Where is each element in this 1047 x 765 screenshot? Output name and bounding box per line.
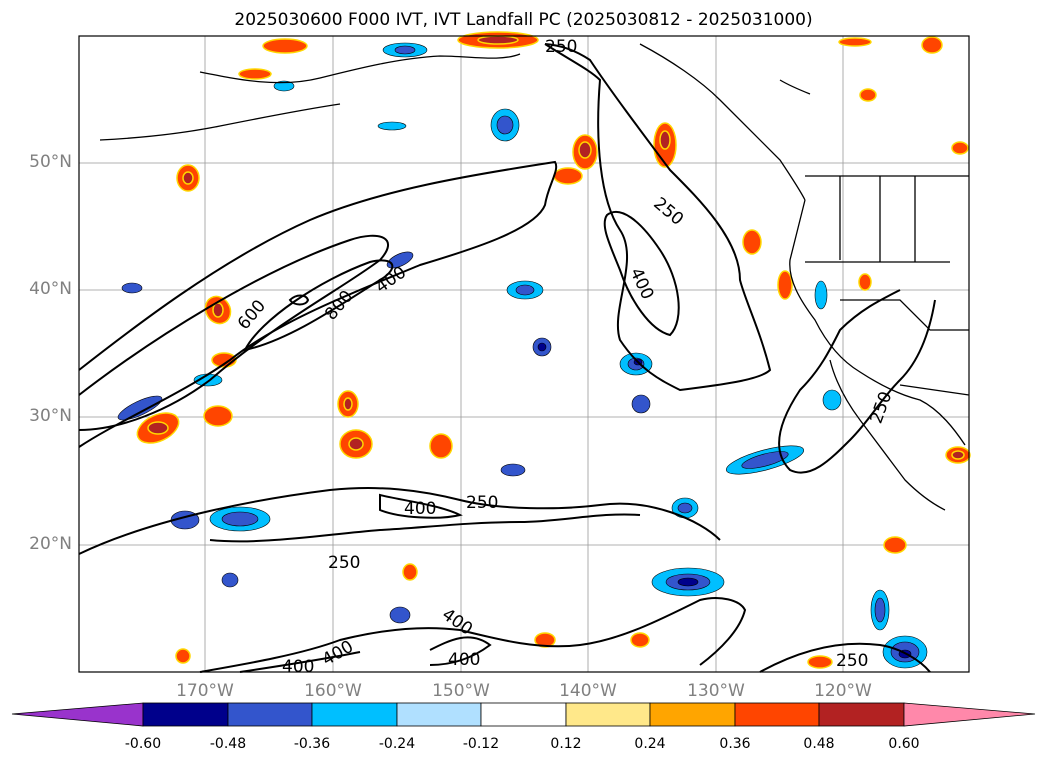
map-title: 2025030600 F000 IVT, IVT Landfall PC (20… xyxy=(234,10,813,30)
colorbar-tick-label: -0.60 xyxy=(124,736,162,752)
negative-blob xyxy=(209,506,271,532)
lon-label: 130°W xyxy=(687,681,745,701)
map-frame xyxy=(78,35,970,673)
positive-blob xyxy=(337,390,359,418)
colorbar-segment xyxy=(565,702,651,727)
colorbar xyxy=(11,702,1036,727)
positive-blob xyxy=(838,37,872,47)
positive-blob xyxy=(339,429,373,459)
negative-blob xyxy=(121,282,143,294)
ivt-contours xyxy=(78,43,936,673)
lat-label: 30°N xyxy=(29,406,72,426)
positive-blob xyxy=(457,31,539,49)
contour-label: 250 xyxy=(836,651,868,671)
negative-blob xyxy=(671,497,699,519)
positive-blob xyxy=(176,164,200,192)
negative-blob xyxy=(382,42,428,58)
colorbar-tick-label: 0.24 xyxy=(634,736,666,752)
colorbar-tick-label: 0.60 xyxy=(888,736,920,752)
positive-blob xyxy=(630,632,650,648)
positive-blob xyxy=(921,36,943,54)
lon-label: 170°W xyxy=(176,681,234,701)
negative-blob xyxy=(506,280,544,300)
lat-label: 40°N xyxy=(29,279,72,299)
colorbar-segment xyxy=(142,702,229,727)
positive-blob xyxy=(534,632,556,648)
positive-blob xyxy=(883,536,907,554)
colorbar-segment xyxy=(311,702,398,727)
negative-blob xyxy=(273,80,295,92)
colorbar-segment xyxy=(649,702,736,727)
positive-blob xyxy=(653,122,677,168)
negative-blob xyxy=(870,589,890,631)
negative-blob xyxy=(389,606,411,624)
colorbar-segment xyxy=(734,702,820,727)
positive-blob xyxy=(136,412,180,444)
negative-blob xyxy=(117,395,163,421)
positive-blob xyxy=(175,648,191,664)
negative-blob xyxy=(631,394,651,414)
positive-blob xyxy=(945,446,971,464)
positive-blob xyxy=(204,295,232,325)
negative-blob xyxy=(651,567,725,597)
colorbar-tick-label: 0.48 xyxy=(803,736,835,752)
negative-blob xyxy=(377,121,407,131)
lon-label: 140°W xyxy=(559,681,617,701)
positive-blob xyxy=(777,270,793,300)
colorbar-tick-label: -0.24 xyxy=(378,736,416,752)
positive-blob xyxy=(858,273,872,291)
negative-blob xyxy=(500,463,526,477)
map-background xyxy=(79,36,969,672)
positive-blob xyxy=(262,38,308,54)
lat-label: 50°N xyxy=(29,152,72,172)
colorbar-segment xyxy=(227,702,313,727)
colorbar-tick-label: -0.12 xyxy=(462,736,500,752)
colorbar-extend-low xyxy=(11,702,144,727)
positive-blob xyxy=(572,134,598,170)
negative-blob xyxy=(532,337,552,357)
colorbar-tick-label: 0.12 xyxy=(550,736,582,752)
colorbar-tick-label: -0.36 xyxy=(293,736,331,752)
negative-blob xyxy=(221,572,239,588)
positive-blob xyxy=(742,229,762,255)
colorbar-tick-label: 0.36 xyxy=(719,736,751,752)
colorbar-segment xyxy=(818,702,905,727)
positive-blob xyxy=(951,141,969,155)
contour-label: 250 xyxy=(545,37,577,57)
colorbar-segment xyxy=(396,702,482,727)
colorbar-segment xyxy=(480,702,567,727)
negative-blob xyxy=(386,251,414,269)
contour-label: 250 xyxy=(466,493,498,513)
colorbar-tick-label: -0.48 xyxy=(209,736,247,752)
ivt-pc-negative-fields xyxy=(117,42,928,669)
lon-label: 160°W xyxy=(304,681,362,701)
negative-blob xyxy=(814,280,828,310)
positive-blob xyxy=(203,405,233,427)
lon-label: 120°W xyxy=(814,681,872,701)
contour-label: 400 xyxy=(282,657,314,677)
lat-label: 20°N xyxy=(29,534,72,554)
positive-blob xyxy=(859,88,877,102)
coastlines xyxy=(99,43,970,511)
positive-blob xyxy=(429,433,453,459)
negative-blob xyxy=(822,389,842,411)
positive-blob xyxy=(238,68,272,80)
positive-blob xyxy=(402,563,418,581)
contour-label: 400 xyxy=(448,650,480,670)
positive-blob xyxy=(553,167,583,185)
contour-label: 250 xyxy=(328,553,360,573)
positive-blob xyxy=(807,655,833,669)
lon-label: 150°W xyxy=(432,681,490,701)
negative-blob xyxy=(725,445,805,475)
negative-blob xyxy=(490,108,520,142)
negative-blob xyxy=(619,352,653,376)
contour-label: 400 xyxy=(404,499,436,519)
colorbar-extend-high xyxy=(903,702,1036,727)
